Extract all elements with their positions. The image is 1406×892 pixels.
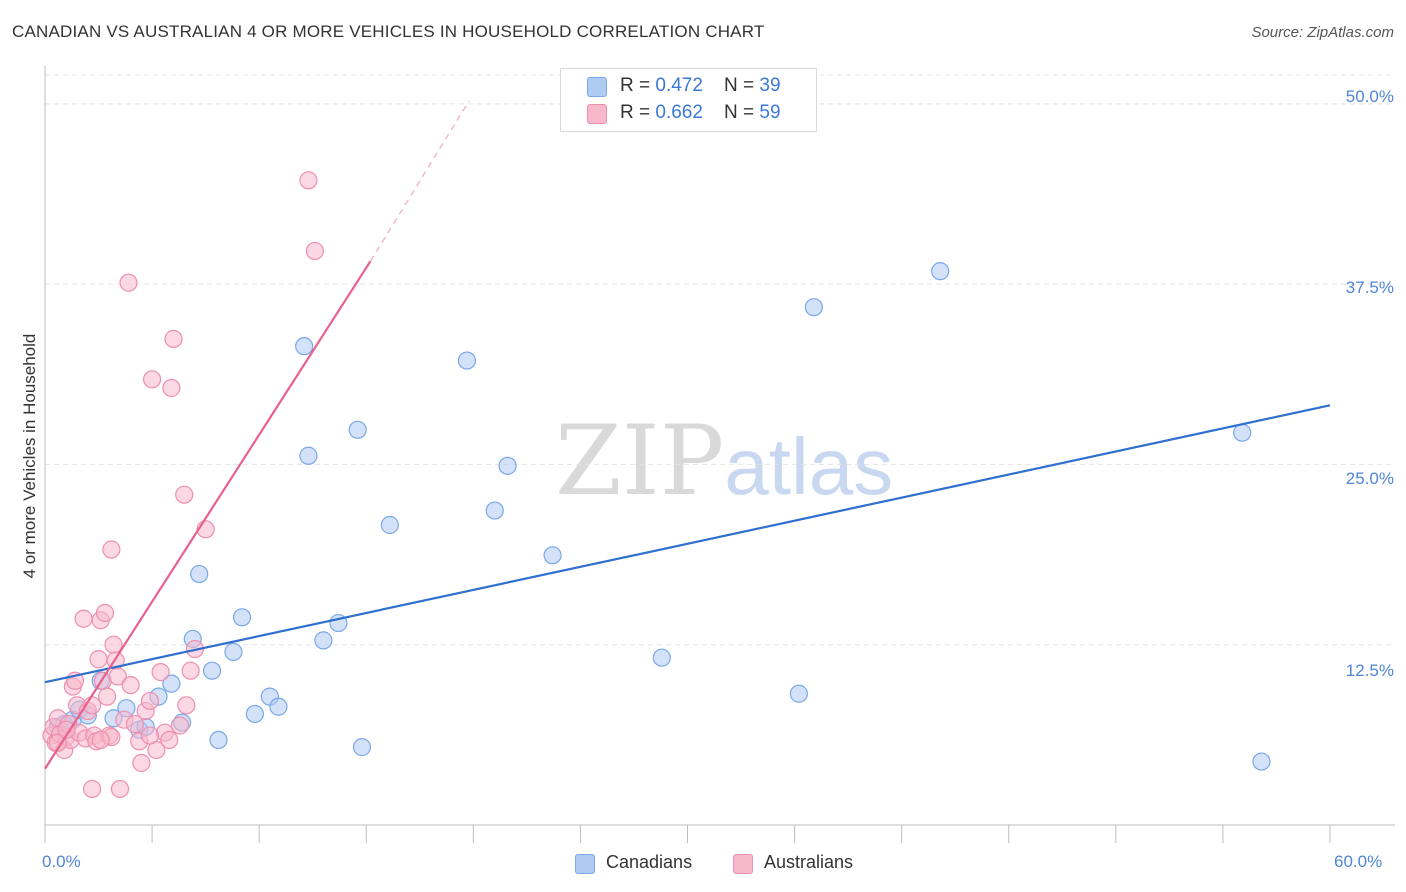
data-point-canadians bbox=[295, 337, 314, 356]
y-tick-label: 37.5% bbox=[1345, 278, 1394, 297]
legend-r-label: R = bbox=[620, 102, 656, 123]
watermark-zip: ZIP bbox=[555, 405, 725, 517]
data-point-australians bbox=[164, 329, 183, 349]
data-point-australians bbox=[98, 687, 117, 706]
data-point-canadians bbox=[652, 648, 671, 667]
data-point-canadians bbox=[209, 730, 228, 750]
data-point-australians bbox=[48, 733, 67, 752]
data-point-canadians bbox=[232, 608, 252, 627]
data-point-canadians bbox=[299, 446, 318, 465]
data-point-australians bbox=[108, 667, 127, 686]
trend-line-canadians bbox=[44, 404, 1331, 684]
y-axis-title: 4 or more Vehicles in Household bbox=[20, 333, 39, 579]
legend-n-value: 39 bbox=[759, 75, 781, 96]
legend-swatch-canadians bbox=[587, 77, 607, 97]
legend-r-value: 0.472 bbox=[655, 75, 703, 96]
data-point-australians bbox=[74, 609, 93, 628]
data-point-canadians bbox=[1252, 752, 1271, 771]
x-tick-label-min: 0.0% bbox=[42, 852, 81, 871]
legend-r-label: R = bbox=[620, 75, 656, 96]
source-label: Source: ZipAtlas.com bbox=[1251, 24, 1394, 41]
trend-line-extension-australians bbox=[369, 100, 470, 262]
data-point-australians bbox=[110, 779, 130, 799]
y-tick-label: 25.0% bbox=[1345, 469, 1394, 488]
data-point-australians bbox=[102, 540, 121, 559]
data-point-australians bbox=[305, 241, 324, 261]
data-point-australians bbox=[89, 650, 108, 669]
data-point-canadians bbox=[498, 456, 517, 475]
data-point-australians bbox=[151, 663, 170, 682]
data-point-canadians bbox=[789, 684, 808, 703]
data-point-australians bbox=[83, 779, 102, 799]
legend-n-value: 59 bbox=[759, 102, 781, 123]
chart-title: CANADIAN VS AUSTRALIAN 4 OR MORE VEHICLE… bbox=[12, 22, 765, 41]
data-point-canadians bbox=[380, 515, 399, 535]
data-point-australians bbox=[119, 273, 138, 292]
data-point-canadians bbox=[348, 420, 367, 439]
y-tick-label: 12.5% bbox=[1345, 661, 1394, 680]
data-point-canadians bbox=[202, 661, 222, 680]
data-point-australians bbox=[181, 661, 200, 680]
bottom-legend-label-canadians: Canadians bbox=[606, 852, 693, 872]
data-point-australians bbox=[140, 726, 160, 745]
legend-n-label: N = bbox=[724, 75, 760, 96]
data-point-australians bbox=[162, 378, 181, 398]
data-point-australians bbox=[142, 370, 162, 389]
data-point-australians bbox=[177, 696, 196, 715]
data-point-australians bbox=[170, 716, 190, 735]
data-point-australians bbox=[121, 675, 140, 695]
legend-n-label: N = bbox=[724, 102, 760, 123]
data-point-australians bbox=[175, 485, 194, 504]
data-point-canadians bbox=[543, 546, 562, 565]
data-point-canadians bbox=[352, 738, 372, 757]
trend-line-australians bbox=[44, 260, 372, 770]
data-point-canadians bbox=[314, 631, 333, 650]
data-point-canadians bbox=[269, 697, 288, 716]
correlation-legend: R = 0.472 N = 39 R = 0.662 N = 59 bbox=[560, 68, 817, 132]
data-point-australians bbox=[160, 730, 179, 750]
data-point-australians bbox=[91, 730, 110, 750]
watermark-atlas: atlas bbox=[724, 422, 894, 511]
y-tick-label: 50.0% bbox=[1345, 87, 1394, 106]
data-point-canadians bbox=[485, 501, 504, 520]
data-point-canadians bbox=[162, 674, 181, 693]
data-point-australians bbox=[299, 171, 318, 190]
data-point-canadians bbox=[804, 298, 823, 317]
legend-swatch-australians bbox=[587, 104, 607, 124]
data-point-canadians bbox=[245, 704, 264, 724]
data-point-australians bbox=[95, 603, 115, 623]
watermark: ZIPatlas bbox=[555, 405, 893, 517]
bottom-legend-label-australians: Australians bbox=[764, 852, 854, 872]
data-point-canadians bbox=[457, 351, 477, 370]
data-point-australians bbox=[132, 753, 151, 773]
data-point-australians bbox=[57, 720, 76, 739]
data-point-canadians bbox=[1233, 423, 1252, 442]
data-point-canadians bbox=[224, 642, 243, 662]
data-point-canadians bbox=[931, 262, 950, 281]
x-tick-label-max: 60.0% bbox=[1334, 852, 1383, 871]
data-point-australians bbox=[125, 714, 145, 734]
legend-r-value: 0.662 bbox=[655, 102, 703, 123]
data-point-canadians bbox=[190, 564, 209, 584]
data-point-australians bbox=[140, 691, 160, 711]
bottom-legend-swatch-australians bbox=[733, 854, 753, 874]
bottom-legend-swatch-canadians bbox=[575, 854, 595, 874]
